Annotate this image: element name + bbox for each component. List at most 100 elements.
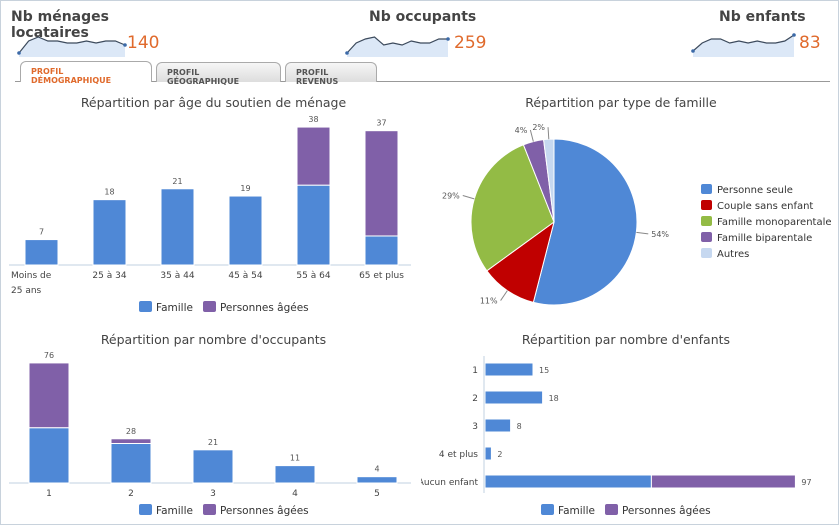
legend-famille[interactable]: Famille [541,504,595,517]
data-label: 8 [517,422,522,431]
legend-label: Famille biparentale [717,233,812,244]
kpi-value: 259 [454,33,487,53]
y-tick-label: 3 [472,422,478,432]
pie-connector [462,195,475,200]
bar-famille [192,449,234,484]
x-tick-label: 4 [292,489,298,496]
kpi-title: Nb occupants [369,9,477,25]
legend-swatch [701,232,712,242]
legend-label: Personnes âgées [621,505,711,517]
x-tick-label: 25 ans [11,286,42,296]
pie-label: 2% [532,123,545,132]
x-tick-label: Moins de [11,271,52,281]
data-label: 11 [290,454,300,463]
bar-famille [92,199,127,266]
legend-famille[interactable]: Famille [139,301,193,314]
bar-famille [110,443,152,484]
pie-label: 54% [651,230,669,239]
y-tick-label: 2 [472,394,478,404]
sparkline-area [19,37,125,57]
chart-title: Répartition par nombre d'enfants [521,332,731,347]
chart-title: Répartition par nombre d'occupants [100,332,327,347]
chart-legend: Famille Personnes âgées [139,301,309,314]
bar-agees [28,362,70,429]
data-label: 18 [549,394,559,403]
bar-agees [650,474,796,489]
bar-agees [364,130,399,237]
bar-famille [296,184,331,266]
sparkline-area [347,37,448,57]
x-tick-label: 55 à 64 [296,271,330,281]
data-label: 4 [374,465,379,474]
pie-connector [547,127,550,140]
sparkline-line [692,34,795,52]
sparkline-point [17,51,21,55]
x-tick-label: 65 et plus [359,271,404,281]
sparkline-point [446,37,450,41]
bar-famille [484,474,652,489]
legend-label: Famille [558,505,595,517]
children-chart: 15 1 18 2 8 3 2 4 et plus 97 Aucun enfant [421,356,812,493]
data-label: 18 [104,188,114,197]
bar-famille [274,465,316,484]
x-tick-label: 45 à 54 [228,271,262,281]
bar-famille [28,427,70,484]
bar-famille [24,239,59,266]
bar-famille [484,446,492,461]
data-label: 28 [126,427,136,436]
sparkline-area [693,35,794,57]
data-label: 7 [39,228,44,237]
x-tick-label: 1 [46,489,52,496]
kpi-value: 140 [127,33,160,53]
pie-connector [529,129,534,142]
legend-swatch [701,200,712,210]
chart-title: Répartition par âge du soutien de ménage [80,95,347,110]
chart-legend: Famille Personnes âgées [139,504,309,517]
pie-connector [636,231,649,235]
data-label: 15 [539,366,549,375]
pie-label: 29% [442,191,460,200]
legend-label: Couple sans enfant [717,201,813,212]
data-label: 21 [172,177,182,186]
sparkline-line [346,36,448,54]
sparkline [345,36,450,57]
data-label: 2 [497,450,502,459]
sparkline-line [18,36,126,54]
sparkline-point [345,51,349,55]
pie-label: 4% [515,126,528,135]
legend-label: Famille [156,505,193,517]
chart-legend: Famille Personnes âgées [541,504,711,517]
legend-agees[interactable]: Personnes âgées [202,301,309,314]
kpi-title: Nb ménages locataires [11,9,109,41]
tab-profil-revenus[interactable]: PROFIL REVENUS [285,62,377,86]
chart-title: Répartition par type de famille [525,95,717,110]
data-label: 76 [44,351,54,360]
sparkline-point [123,43,127,47]
data-label: 19 [240,184,250,193]
data-label: 97 [801,478,811,487]
kpi-enfants: Nb enfants 83 [689,9,839,57]
legend-agees[interactable]: Personnes âgées [202,504,309,517]
bar-agees [296,126,331,186]
x-tick-label: 3 [210,489,216,496]
sparkline-point [691,49,695,53]
legend-swatch [701,184,712,194]
sparkline-point [792,33,796,37]
legend-agees[interactable]: Personnes âgées [604,504,711,517]
bar-famille [484,362,534,377]
legend-label: Famille monoparentale [717,217,832,228]
kpi-title: Nb enfants [719,9,806,25]
y-tick-label: 4 et plus [439,450,478,460]
y-tick-label: 1 [472,366,478,376]
family-type-pie: 54% 11% 29% 4% 2% Personne seule Couple sans e… [442,123,832,305]
legend-label: Personnes âgées [219,302,309,314]
y-tick-label: Aucun enfant [421,478,478,488]
kpi-occupants: Nb occupants 259 [341,9,501,57]
x-tick-label: 25 à 34 [92,271,126,281]
tab-profil-geographique[interactable]: PROFIL GÉOGRAPHIQUE [156,62,281,86]
bar-famille [484,390,544,405]
legend-famille[interactable]: Famille [139,504,193,517]
tab-profil-demographique[interactable]: PROFIL DÉMOGRAPHIQUE [20,61,152,85]
x-tick-label: 35 à 44 [160,271,194,281]
sparkline [17,36,127,57]
